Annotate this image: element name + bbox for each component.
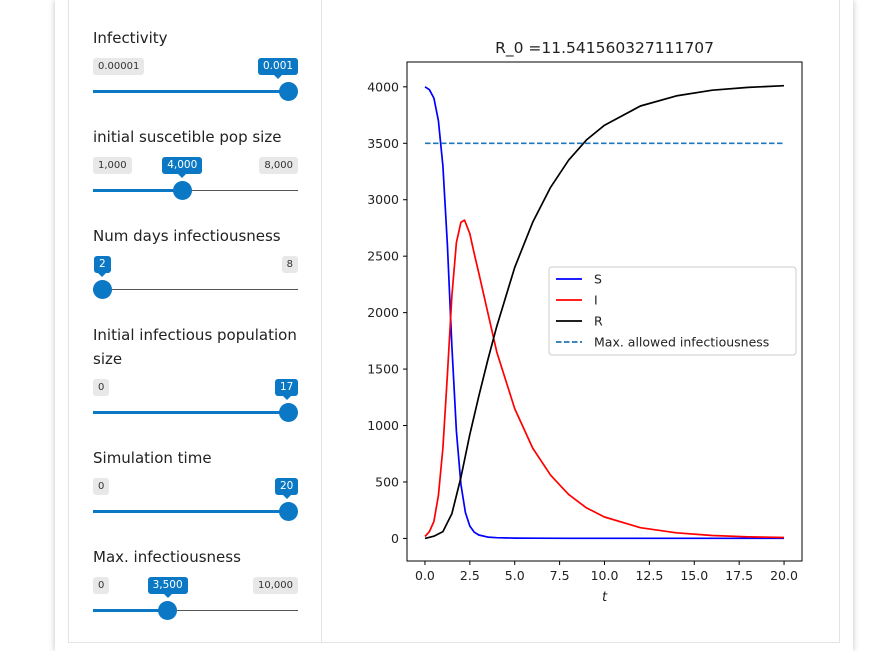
- simulation-time-slider[interactable]: 0 20: [93, 478, 299, 521]
- slider-fill: [93, 510, 289, 513]
- plot-panel: R_0 =11.541560327111707 0.0 2.5 5.0 7.5 10.0 1…: [323, 0, 839, 643]
- legend-entry: S: [594, 272, 602, 287]
- legend-box: [548, 266, 797, 356]
- slider-fill: [93, 90, 289, 93]
- initial-infectious-label: Initial infectious population size: [93, 326, 297, 368]
- x-tick-label: 12.5: [635, 568, 663, 583]
- y-tick-label: 2000: [367, 305, 399, 320]
- slider-min-label: 1,000: [93, 157, 132, 174]
- infectivity-label: Infectivity: [93, 29, 168, 47]
- slider-value-label: 17: [275, 379, 299, 400]
- infectivity-control: Infectivity 0.00001 0.001: [93, 26, 299, 101]
- series-line-0: [424, 86, 784, 540]
- max-infectiousness-label: Max. infectiousness: [93, 548, 241, 566]
- sir-chart: R_0 =11.541560327111707 0.0 2.5 5.0 7.5 10.0 1…: [367, 39, 803, 605]
- x-axis-label: t: [602, 590, 608, 605]
- y-tick-label: 1000: [367, 418, 399, 433]
- slider-min-label: 0: [93, 478, 110, 495]
- initial-susceptible-control: initial suscetible pop size 1,000 8,000 4,0…: [93, 125, 298, 200]
- initial-susceptible-slider[interactable]: 1,000 8,000 4,000: [93, 157, 298, 200]
- x-tick-label: 20.0: [770, 568, 798, 583]
- slider-thumb[interactable]: [158, 601, 178, 620]
- simulation-time-label: Simulation time: [93, 449, 212, 467]
- legend-entry: I: [594, 293, 598, 308]
- x-tick-label: 2.5: [460, 568, 480, 583]
- slider-value-label: 0.001: [258, 58, 299, 79]
- y-tick-label: 500: [375, 474, 399, 489]
- simulation-time-control: Simulation time 0 20: [93, 446, 299, 521]
- slider-fill: [93, 609, 168, 612]
- infectivity-slider[interactable]: 0.00001 0.001: [93, 58, 299, 101]
- y-tick-label: 3000: [367, 192, 399, 207]
- y-tick-label: 4000: [367, 79, 399, 94]
- slider-track[interactable]: [93, 190, 298, 191]
- slider-track[interactable]: [93, 610, 298, 611]
- x-tick-label: 10.0: [591, 568, 619, 583]
- slider-track[interactable]: [93, 289, 298, 290]
- slider-value-label: 4,000: [162, 157, 203, 178]
- controls-sidebar: Infectivity 0.00001 0.001 initial suscetibl…: [68, 0, 322, 643]
- slider-value-label: 2: [94, 256, 111, 277]
- y-tick-label: 0: [391, 531, 399, 546]
- slider-max-label: 8: [281, 256, 298, 273]
- slider-thumb[interactable]: [279, 502, 298, 521]
- initial-infectious-slider[interactable]: 0 17: [93, 379, 299, 422]
- max-infectiousness-control: Max. infectiousness 0 10,000 3,500: [93, 545, 298, 620]
- slider-value-label: 20: [275, 478, 299, 499]
- slider-value-label: 3,500: [147, 577, 188, 598]
- initial-infectious-control: Initial infectious population size 0 17: [93, 323, 299, 422]
- max-infectiousness-slider[interactable]: 0 10,000 3,500: [93, 577, 298, 620]
- x-tick-label: 17.5: [725, 568, 753, 583]
- x-tick-label: 7.5: [550, 568, 570, 583]
- y-tick-label: 3500: [367, 136, 399, 151]
- slider-thumb[interactable]: [279, 82, 298, 101]
- x-tick-label: 5.0: [505, 568, 525, 583]
- slider-thumb[interactable]: [172, 181, 192, 200]
- slider-min-label: 0: [93, 577, 110, 594]
- series-line-2: [424, 84, 785, 540]
- slider-fill: [93, 411, 289, 414]
- x-tick-label: 15.0: [680, 568, 708, 583]
- num-days-infectiousness-label: Num days infectiousness: [93, 227, 281, 245]
- legend-entry: R: [594, 314, 603, 329]
- chart-title: R_0 =11.541560327111707: [495, 39, 714, 58]
- slider-min-label: 0: [93, 379, 110, 396]
- slider-max-label: 10,000: [253, 577, 298, 594]
- x-tick-label: 0.0: [415, 568, 435, 583]
- series-line-1: [424, 219, 785, 539]
- slider-max-label: 8,000: [259, 157, 298, 174]
- slider-min-label: 0.00001: [93, 58, 145, 75]
- slider-fill: [93, 189, 183, 192]
- legend-entry: Max. allowed infectiousness: [594, 335, 769, 350]
- y-tick-label: 2500: [367, 249, 399, 264]
- y-tick-label: 1500: [367, 362, 399, 377]
- slider-thumb[interactable]: [93, 280, 112, 299]
- slider-thumb[interactable]: [279, 403, 298, 422]
- initial-susceptible-label: initial suscetible pop size: [93, 128, 282, 146]
- num-days-infectiousness-control: Num days infectiousness 8 2: [93, 224, 298, 299]
